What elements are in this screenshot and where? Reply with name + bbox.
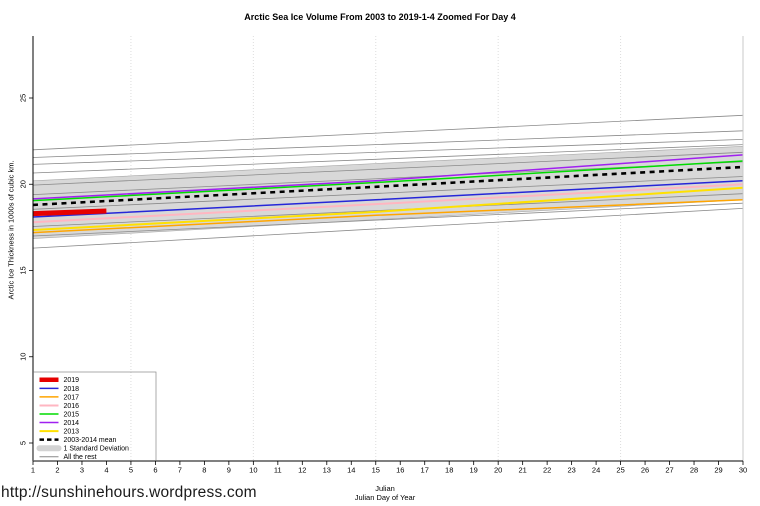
x-tick-label: 18: [445, 466, 453, 475]
x-tick-label: 16: [396, 466, 404, 475]
rest-year-line: [32, 176, 744, 210]
series-line-2014: [32, 154, 744, 200]
x-tick-label: 20: [494, 466, 502, 475]
x-tick-label: 21: [518, 466, 526, 475]
url-watermark: http://sunshinehours.wordpress.com: [1, 484, 257, 501]
y-axis-label: Arctic Ice Thickness in 1000s of cubic k…: [6, 160, 16, 300]
mean-line: [32, 165, 744, 207]
series-line-2013: [32, 186, 744, 231]
rest-year-line: [32, 130, 744, 158]
chart-title: Arctic Sea Ice Volume From 2003 to 2019-…: [244, 12, 516, 22]
rest-year-line: [32, 144, 744, 174]
x-tick-label: 5: [129, 466, 133, 475]
series-line-2015: [32, 160, 744, 202]
y-tick-label: 25: [19, 94, 28, 102]
x-tick-label: 25: [616, 466, 624, 475]
x-tick-label: 28: [690, 466, 698, 475]
x-tick-label: 14: [347, 466, 355, 475]
legend-label: 2017: [64, 394, 80, 401]
x-tick-label: 23: [567, 466, 575, 475]
rest-year-line: [32, 114, 744, 151]
x-tick-label: 1: [31, 466, 35, 475]
x-tick-label: 7: [178, 466, 182, 475]
legend-label: 2018: [64, 386, 80, 393]
x-tick-label: 11: [274, 466, 282, 475]
y-tick-label: 10: [19, 353, 28, 361]
x-tick-label: 6: [153, 466, 157, 475]
x-tick-label: 30: [739, 466, 747, 475]
series-line-2017: [32, 199, 744, 234]
series-line-2018: [32, 180, 744, 218]
legend-label: 2015: [64, 411, 80, 418]
x-tick-label: 26: [641, 466, 649, 475]
x-tick-label: 29: [714, 466, 722, 475]
rest-year-line: [32, 151, 744, 186]
x-tick-label: 9: [227, 466, 231, 475]
legend-label: 1 Standard Deviation: [64, 446, 129, 453]
x-tick-label: 4: [104, 466, 108, 475]
legend-label: 2013: [64, 429, 80, 436]
legend-label: 2019: [64, 377, 80, 384]
x-tick-label: 3: [80, 466, 84, 475]
legend-label: 2003-2014 mean: [64, 437, 117, 444]
x-tick-label: 8: [202, 466, 206, 475]
series-line-2016: [32, 183, 744, 224]
x-tick-label: 13: [323, 466, 331, 475]
y-tick-label: 20: [19, 180, 28, 188]
x-tick-label: 10: [249, 466, 257, 475]
x-axis-label-line2: Julian Day of Year: [354, 493, 416, 502]
x-tick-label: 19: [470, 466, 478, 475]
legend-label: All the rest: [64, 454, 97, 461]
rest-year-line: [32, 139, 744, 165]
x-tick-label: 15: [372, 466, 380, 475]
x-tick-label: 17: [421, 466, 429, 475]
y-tick-label: 5: [19, 441, 28, 445]
rest-year-line: [32, 208, 744, 249]
x-tick-label: 24: [592, 466, 600, 475]
legend-label: 2014: [64, 420, 80, 427]
legend-label: 2016: [64, 403, 80, 410]
legend-box: [33, 371, 157, 461]
series-line-2019: [32, 208, 107, 217]
y-tick-label: 15: [19, 266, 28, 274]
x-tick-label: 22: [543, 466, 551, 475]
x-axis-label-line1: Julian: [375, 484, 395, 493]
x-tick-label: 27: [665, 466, 673, 475]
x-tick-label: 2: [55, 466, 59, 475]
x-tick-label: 12: [298, 466, 306, 475]
rest-year-line: [32, 202, 744, 237]
